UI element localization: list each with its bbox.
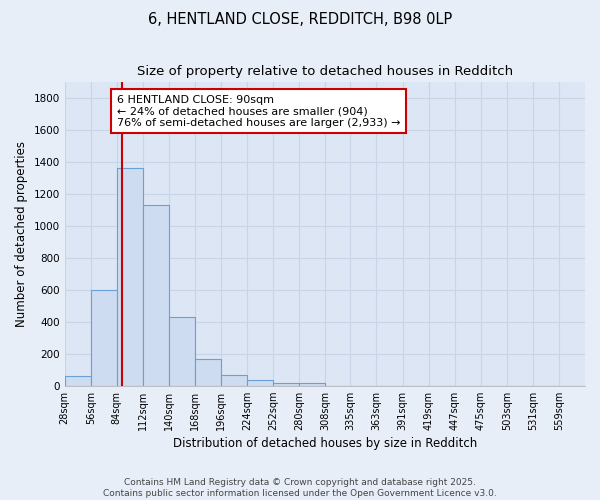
Y-axis label: Number of detached properties: Number of detached properties [15,141,28,327]
Title: Size of property relative to detached houses in Redditch: Size of property relative to detached ho… [137,65,513,78]
Text: 6 HENTLAND CLOSE: 90sqm
← 24% of detached houses are smaller (904)
76% of semi-d: 6 HENTLAND CLOSE: 90sqm ← 24% of detache… [117,94,400,128]
Bar [273,384,299,386]
Bar [117,168,143,386]
Bar [169,317,195,386]
Bar [91,290,117,386]
Bar [143,205,169,386]
Text: 6, HENTLAND CLOSE, REDDITCH, B98 0LP: 6, HENTLAND CLOSE, REDDITCH, B98 0LP [148,12,452,28]
Bar [247,380,273,386]
Bar [221,376,247,386]
Text: Contains HM Land Registry data © Crown copyright and database right 2025.
Contai: Contains HM Land Registry data © Crown c… [103,478,497,498]
X-axis label: Distribution of detached houses by size in Redditch: Distribution of detached houses by size … [173,437,477,450]
Bar [195,358,221,386]
Bar [65,376,91,386]
Bar [299,384,325,386]
